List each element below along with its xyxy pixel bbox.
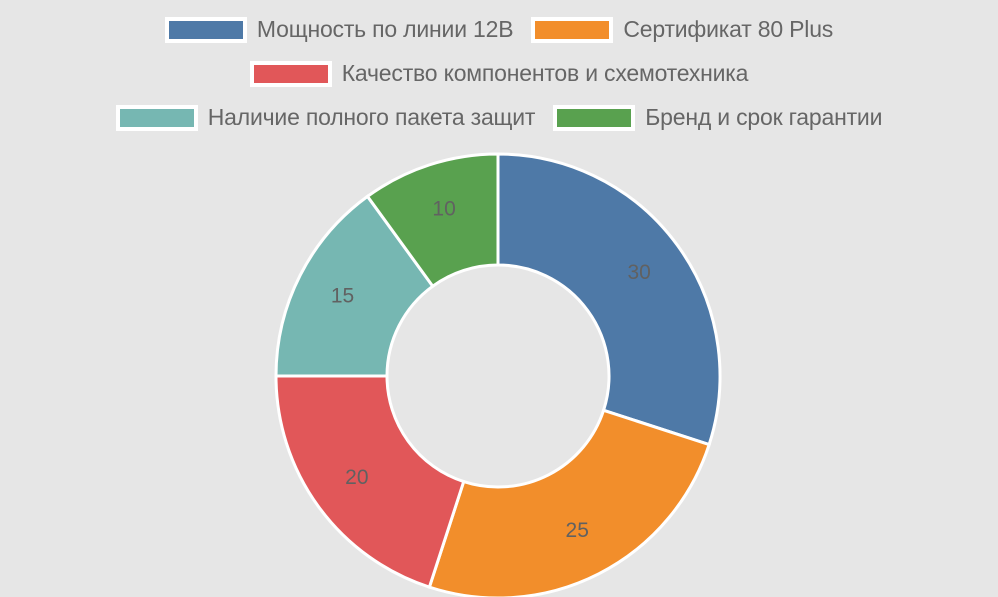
slice-value-label: 30 [627, 261, 650, 284]
legend-label: Мощность по линии 12В [256, 16, 514, 42]
donut-slice[interactable] [274, 374, 466, 590]
donut-slice[interactable] [274, 194, 435, 378]
legend-label: Качество компонентов и схемотехника [341, 60, 749, 86]
legend-swatch [531, 16, 614, 43]
donut-slice[interactable] [427, 408, 712, 597]
legend-label: Сертификат 80 Plus [623, 16, 834, 42]
legend-row-3: Наличие полного пакета защит Бренд и сро… [0, 104, 998, 131]
donut-slice[interactable] [365, 152, 500, 289]
legend-label: Наличие полного пакета защит [207, 104, 536, 130]
legend-row-2: Качество компонентов и схемотехника [0, 60, 998, 87]
legend-row-1: Мощность по линии 12В Сертификат 80 Plus [0, 16, 998, 43]
legend-item-brand-warranty[interactable]: Бренд и срок гарантии [553, 104, 882, 131]
donut-labels: 30 25 20 15 10 [331, 198, 651, 542]
donut-slice[interactable] [496, 152, 722, 447]
slice-value-label: 15 [331, 284, 354, 307]
legend-item-components-quality[interactable]: Качество компонентов и схемотехника [249, 60, 749, 87]
slice-value-label: 10 [432, 198, 455, 221]
legend-item-12v-power[interactable]: Мощность по линии 12В [164, 16, 514, 43]
legend-swatch [164, 16, 247, 43]
slice-value-label: 25 [566, 519, 589, 542]
legend-swatch [115, 104, 198, 131]
donut-slices [274, 152, 722, 597]
legend-swatch [553, 104, 636, 131]
legend-item-80plus[interactable]: Сертификат 80 Plus [531, 16, 833, 43]
legend-label: Бренд и срок гарантии [645, 104, 883, 130]
slice-value-label: 20 [345, 466, 368, 489]
legend-swatch [249, 60, 332, 87]
legend-item-protections[interactable]: Наличие полного пакета защит [115, 104, 536, 131]
